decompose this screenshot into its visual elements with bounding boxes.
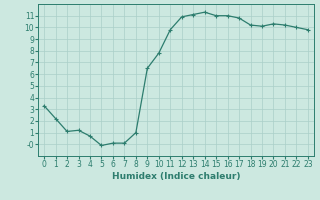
X-axis label: Humidex (Indice chaleur): Humidex (Indice chaleur) [112,172,240,181]
